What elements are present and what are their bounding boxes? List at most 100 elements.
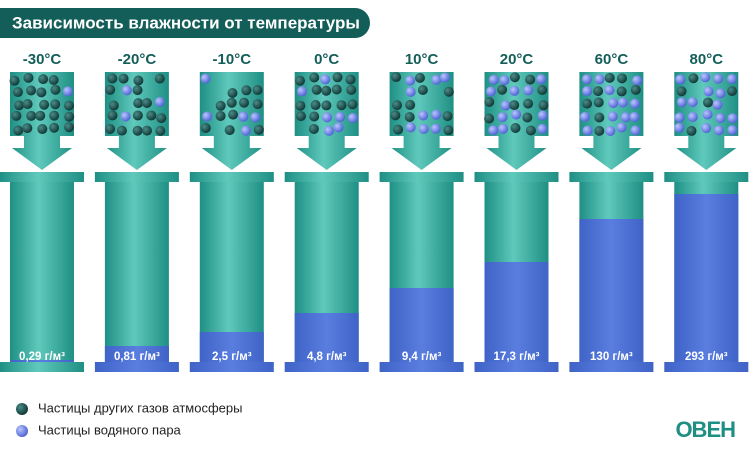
particle [537,85,548,96]
temperature-label: -10°C [213,51,252,68]
particle [50,99,61,110]
particle [443,125,454,136]
particle [322,112,333,123]
particle [335,112,346,123]
particle [579,111,590,122]
particle [536,74,547,85]
particle [417,85,428,96]
arrow [389,72,454,170]
particle [320,74,331,85]
particle [38,74,49,85]
particle [616,122,627,133]
particle [22,99,33,110]
particle [308,123,319,134]
particle [12,87,23,98]
particle [511,109,522,120]
particle [715,88,726,99]
particle [522,112,533,123]
particle [498,123,509,134]
particle [620,112,631,123]
particle [604,85,615,96]
tube-top [0,172,84,182]
particle [296,86,307,97]
particle [226,97,237,108]
particle [64,100,75,111]
legend-label: Частицы водяного пара [38,422,182,437]
particle [582,98,593,109]
particle [605,125,616,136]
particle [414,72,425,83]
particle [523,98,534,109]
tube-bottom [189,362,274,372]
particle [155,125,166,136]
particle [311,84,322,95]
temperature-label: 0°C [314,51,339,68]
particle [594,112,605,123]
particle [294,75,305,86]
particle [713,73,724,84]
particle [439,72,450,83]
legend-dark-dot [16,403,28,415]
particle [253,124,264,135]
particle [252,85,263,96]
particle [594,74,605,85]
particle [581,74,592,85]
particle [133,98,144,109]
particle [702,109,713,120]
particle [22,123,33,134]
particle [35,110,46,121]
water-fill [579,219,644,372]
particle [675,74,686,85]
particle [616,86,627,97]
particle [156,113,167,124]
particle [309,72,320,83]
particle [405,122,416,133]
tube-top [379,172,464,182]
temperature-label: 80°C [690,51,724,68]
particle [11,110,22,121]
particle [488,74,499,85]
particle [509,72,520,83]
temperature-label: 60°C [595,51,629,68]
legend-blue-dot [16,425,28,437]
humidity-label: 293 г/м³ [685,351,728,363]
particle [323,125,334,136]
particle [582,86,593,97]
particle [49,122,60,133]
particle [418,110,429,121]
tube-bottom [0,362,84,372]
particle [727,125,738,136]
particle [104,123,115,134]
particle [431,74,442,85]
particle [49,110,60,121]
particle [14,100,25,111]
particle [336,100,347,111]
particle [523,85,534,96]
particle [215,110,226,121]
particle [726,74,737,85]
tube-body [104,182,169,362]
particle [712,99,723,110]
particle [509,85,520,96]
particle [39,99,50,110]
particle [346,84,357,95]
particle [431,109,442,120]
logo: ОВЕН [675,417,735,442]
particle [727,113,738,124]
particle [132,110,143,121]
particle [321,85,332,96]
particle [715,113,726,124]
particle [509,100,520,111]
particle [430,123,441,134]
particle [390,110,401,121]
particle [37,124,48,135]
humidity-label: 4,8 г/м³ [307,351,347,363]
particle [64,111,75,122]
particle [405,75,416,86]
particle [443,86,454,97]
particle [107,110,118,121]
particle [593,86,604,97]
columns: -30°C 0,29 г/м³ -20°C 0,81 г/м³ -10°C 2,5 г/м… [0,51,749,372]
particle [499,75,510,86]
